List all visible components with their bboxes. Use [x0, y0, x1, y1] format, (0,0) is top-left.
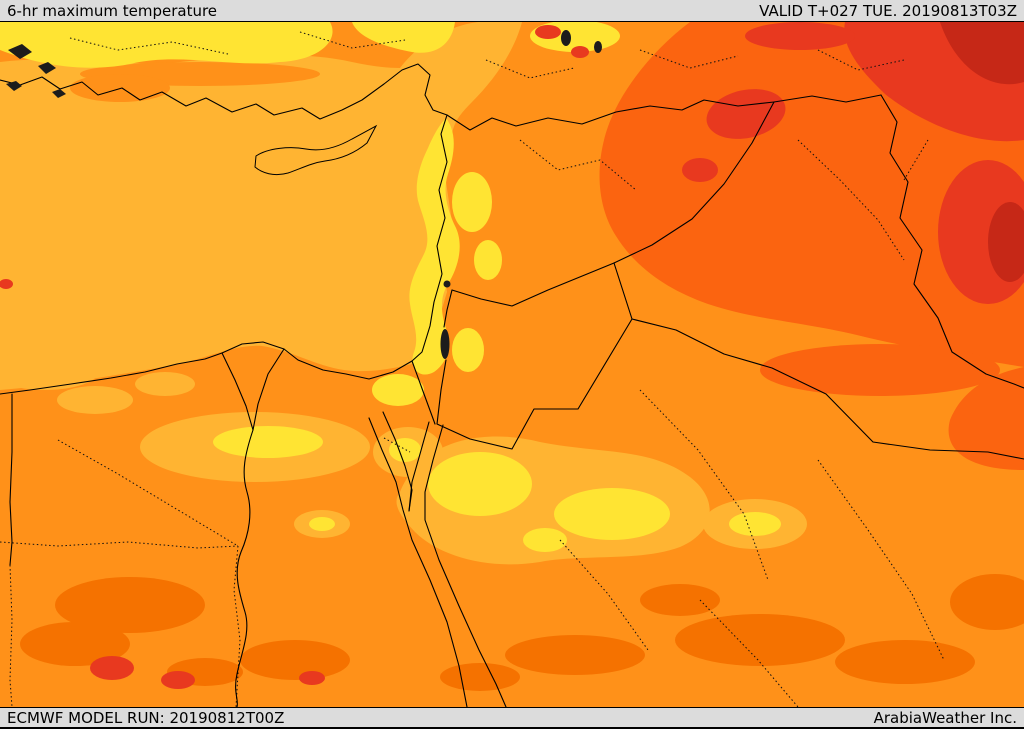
sea-of-galilee — [443, 280, 451, 288]
gulf-of-suez-red-sea-west-shore — [368, 417, 468, 707]
turkey-lake-1 — [561, 30, 571, 46]
branding-label: ArabiaWeather Inc. — [873, 708, 1017, 727]
water-bodies — [6, 30, 602, 359]
admin-borders-dotted — [0, 31, 945, 707]
page-title: 6-hr maximum temperature — [7, 1, 218, 20]
nile-river — [235, 429, 254, 707]
dead-sea — [440, 329, 450, 359]
aegean-island-1 — [8, 44, 32, 59]
temperature-map — [0, 22, 1024, 707]
turkey-lake-2 — [594, 41, 602, 53]
country-borders — [9, 94, 1024, 566]
cyprus-island — [254, 124, 378, 176]
aegean-island-2 — [38, 62, 56, 74]
header-bar: 6-hr maximum temperature VALID T+027 TUE… — [0, 0, 1024, 22]
coastline — [0, 63, 507, 707]
model-run-label: ECMWF MODEL RUN: 20190812T00Z — [7, 708, 285, 727]
gulf-of-aqaba-west-shore — [408, 421, 430, 512]
aegean-island-4 — [52, 89, 66, 98]
temperature-field — [0, 22, 1024, 707]
nile-delta — [221, 348, 285, 431]
valid-time-label: VALID T+027 TUE. 20190813T03Z — [759, 1, 1017, 20]
rivers — [235, 429, 254, 707]
aegean-island-3 — [6, 81, 22, 91]
red-sea-east-shore — [424, 424, 507, 707]
footer-bar: ECMWF MODEL RUN: 20190812T00Z ArabiaWeat… — [0, 707, 1024, 729]
